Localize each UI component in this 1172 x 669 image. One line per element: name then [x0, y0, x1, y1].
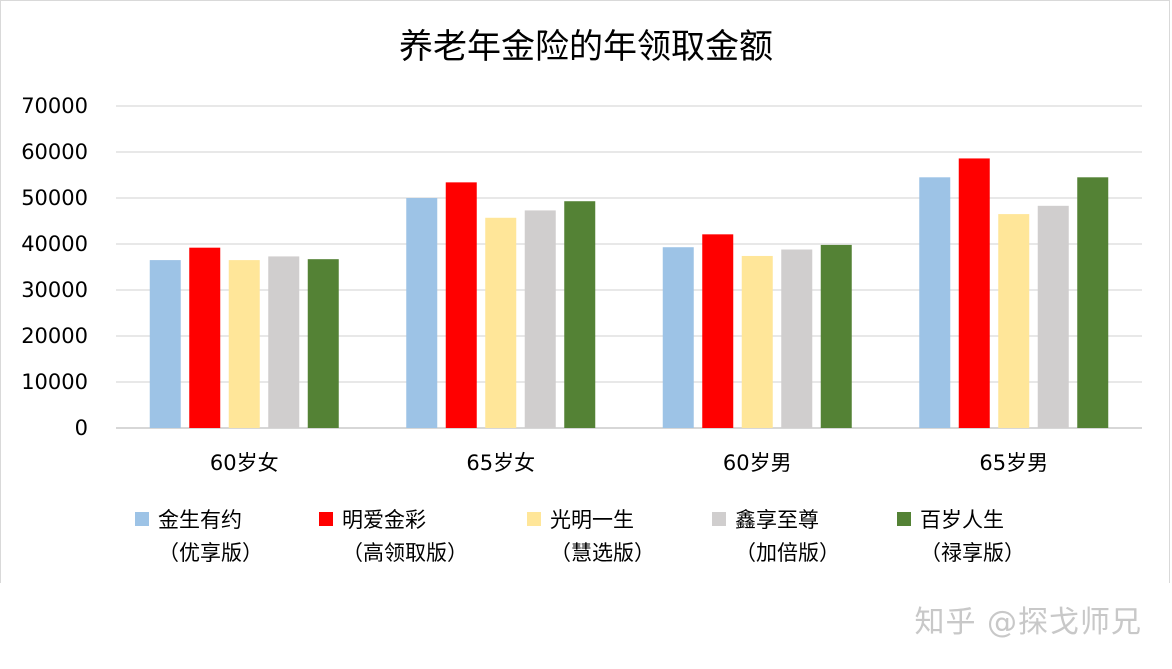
x-tick-label: 65岁女: [466, 451, 535, 475]
y-tick-label: 50000: [21, 186, 88, 210]
legend-sublabel: （禄享版）: [920, 541, 1025, 565]
y-tick-label: 10000: [21, 370, 88, 394]
bar: [662, 247, 694, 428]
bar: [741, 255, 773, 428]
x-tick-label: 60岁男: [723, 451, 792, 475]
legend-label: 光明一生: [550, 508, 634, 532]
bar: [228, 260, 260, 428]
bar: [189, 247, 221, 428]
chart-frame: [0, 0, 1170, 583]
bar: [1037, 205, 1069, 428]
bar: [485, 217, 517, 428]
legend-label: 百岁人生: [920, 508, 1004, 532]
y-tick-label: 70000: [21, 94, 88, 118]
bar: [564, 201, 596, 428]
legend-swatch: [527, 512, 541, 526]
legend-swatch: [319, 512, 333, 526]
legend-swatch: [135, 512, 149, 526]
legend-sublabel: （高领取版）: [342, 541, 468, 565]
legend-sublabel: （优享版）: [158, 541, 263, 565]
legend-sublabel: （加倍版）: [735, 541, 840, 565]
legend-swatch: [712, 512, 726, 526]
y-tick-label: 60000: [21, 140, 88, 164]
legend-swatch: [897, 512, 911, 526]
bar: [307, 259, 339, 428]
y-axis-ticks: 0 10000 20000 30000 40000 50000 60000 70000: [21, 94, 88, 440]
bar: [406, 198, 438, 428]
y-tick-label: 20000: [21, 324, 88, 348]
bar: [149, 260, 181, 428]
bar: [524, 210, 556, 428]
legend-label: 金生有约: [158, 508, 242, 532]
watermark: 知乎 @探戈师兄: [914, 605, 1142, 640]
legend-label: 鑫享至尊: [735, 508, 819, 532]
y-tick-label: 0: [75, 416, 88, 440]
chart-title: 养老年金险的年领取金额: [399, 27, 773, 67]
bar: [445, 182, 477, 428]
legend-sublabel: （慧选版）: [550, 541, 655, 565]
bar: [1077, 177, 1109, 428]
bar: [919, 177, 951, 428]
y-tick-label: 40000: [21, 232, 88, 256]
bars: [149, 158, 1109, 428]
bar: [820, 244, 852, 428]
legend: 金生有约 （优享版） 明爱金彩 （高领取版） 光明一生 （慧选版） 鑫享至尊 （加倍版） 百岁人…: [135, 508, 1025, 565]
y-tick-label: 30000: [21, 278, 88, 302]
bar: [268, 256, 300, 428]
bar: [702, 234, 734, 428]
legend-label: 明爱金彩: [342, 508, 426, 532]
x-tick-label: 60岁女: [210, 451, 279, 475]
x-axis-ticks: 60岁女 65岁女 60岁男 65岁男: [210, 451, 1048, 475]
bar: [958, 158, 990, 428]
bar: [781, 249, 813, 428]
bar: [998, 214, 1030, 428]
x-tick-label: 65岁男: [979, 451, 1048, 475]
